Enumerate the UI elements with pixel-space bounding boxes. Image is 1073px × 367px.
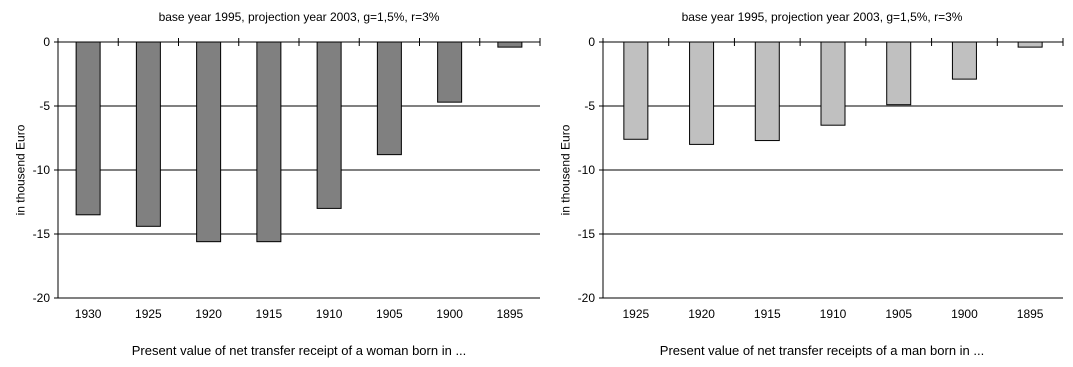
chart-title: base year 1995, projection year 2003, g=… xyxy=(681,10,963,24)
x-tick-label: 1895 xyxy=(1017,307,1044,321)
bar xyxy=(316,41,342,209)
y-tick-label: -5 xyxy=(584,99,595,113)
x-axis-caption: Present value of net transfer receipts o… xyxy=(659,343,985,358)
x-axis-caption: Present value of net transfer receipt of… xyxy=(131,343,467,358)
x-tick-label: 1915 xyxy=(754,307,781,321)
x-tick-label: 1905 xyxy=(885,307,912,321)
bar xyxy=(75,41,101,216)
men-chart-panel: base year 1995, projection year 2003, g=… xyxy=(540,0,1073,367)
y-tick-label: -15 xyxy=(33,227,51,241)
x-tick-label: 1920 xyxy=(195,307,222,321)
chart-title: base year 1995, projection year 2003, g=… xyxy=(158,10,440,24)
bar xyxy=(256,41,282,243)
x-tick-label: 1895 xyxy=(497,307,524,321)
bar xyxy=(754,41,780,142)
x-tick-label: 1910 xyxy=(820,307,847,321)
y-tick-label: -10 xyxy=(578,163,596,177)
bar xyxy=(951,41,977,80)
bar xyxy=(497,41,523,48)
x-tick-label: 1900 xyxy=(951,307,978,321)
bar xyxy=(135,41,161,227)
x-tick-label: 1900 xyxy=(436,307,463,321)
men-bar-chart: 0 -5 -10 -15 -20 1925 1920 1915 1910 1905 1900 1895 xyxy=(578,35,1064,321)
y-tick-label: -20 xyxy=(578,291,596,305)
y-tick-label: 0 xyxy=(588,35,595,49)
y-tick-label: -20 xyxy=(33,291,51,305)
x-tick-label: 1920 xyxy=(688,307,715,321)
bar xyxy=(376,41,402,156)
x-tick-label: 1930 xyxy=(75,307,102,321)
y-tick-label: 0 xyxy=(43,35,50,49)
y-tick-label: -10 xyxy=(33,163,51,177)
bar xyxy=(1017,41,1043,48)
bar xyxy=(886,41,912,106)
x-tick-label: 1905 xyxy=(376,307,403,321)
women-chart-panel: base year 1995, projection year 2003, g=… xyxy=(13,10,541,358)
x-tick-label: 1925 xyxy=(623,307,650,321)
x-tick-label: 1915 xyxy=(256,307,283,321)
bar xyxy=(196,41,222,243)
y-tick-label: -15 xyxy=(578,227,596,241)
y-tick-label: -5 xyxy=(39,99,50,113)
bar xyxy=(689,41,715,145)
women-bar-chart: 0 -5 -10 -15 -20 1930 1925 1920 1915 1910 1905 1900… xyxy=(33,35,541,321)
bar xyxy=(437,41,463,103)
bar xyxy=(623,41,649,140)
x-tick-label: 1910 xyxy=(316,307,343,321)
x-tick-label: 1925 xyxy=(135,307,162,321)
bar xyxy=(820,41,846,126)
